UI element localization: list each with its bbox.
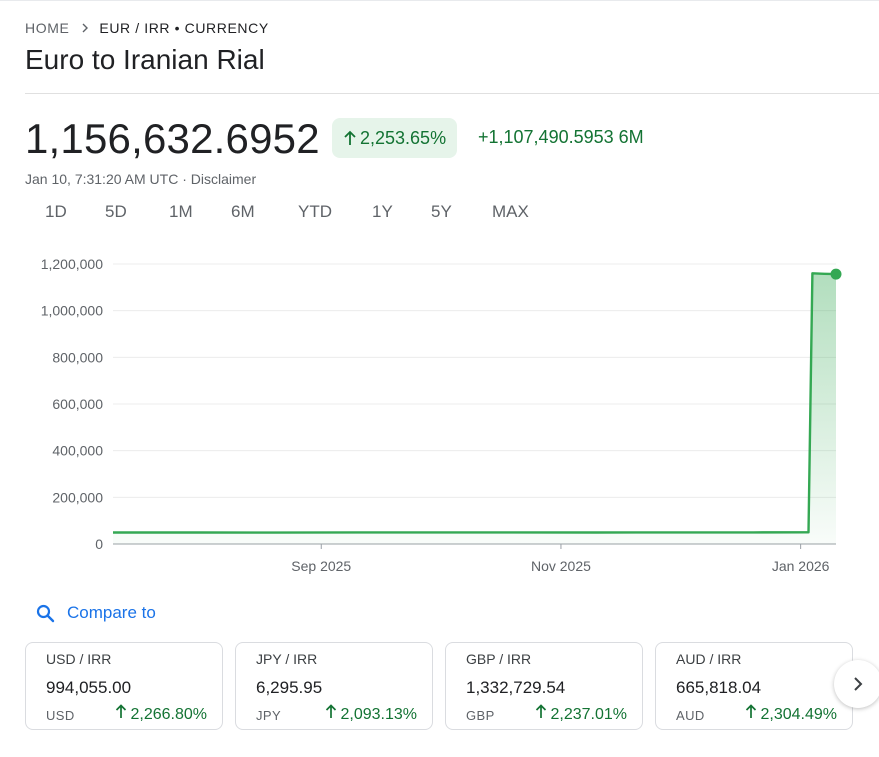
tab-6m[interactable]: 6M [231, 202, 255, 221]
breadcrumb: HOME EUR / IRR • CURRENCY [25, 20, 269, 36]
card-base: JPY [256, 708, 282, 723]
absolute-change: +1,107,490.5953 6M [478, 127, 644, 147]
tab-1m[interactable]: 1M [169, 202, 193, 221]
breadcrumb-home-link[interactable]: HOME [25, 20, 70, 36]
tab-5d[interactable]: 5D [105, 202, 127, 221]
tab-ytd[interactable]: YTD [298, 202, 332, 221]
arrow-up-icon [116, 704, 127, 718]
y-tick-label: 400,000 [52, 443, 103, 459]
top-divider [0, 0, 879, 1]
breadcrumb-current: EUR / IRR • CURRENCY [99, 20, 269, 36]
y-tick-label: 1,200,000 [41, 256, 103, 272]
tab-1d[interactable]: 1D [45, 202, 67, 221]
arrow-up-icon [746, 704, 757, 718]
price-line [113, 272, 837, 534]
disclaimer-link[interactable]: Disclaimer [190, 171, 257, 187]
card-change: 2,266.80% [115, 704, 207, 724]
card-base: AUD [676, 708, 705, 723]
x-tick-label: Jan 2026 [772, 558, 830, 574]
chevron-right-icon [82, 23, 89, 33]
card-base: GBP [466, 708, 495, 723]
card-change-value: 2,237.01% [550, 706, 627, 723]
y-tick-label: 600,000 [52, 396, 103, 412]
y-tick-label: 0 [95, 536, 103, 552]
x-tick-label: Nov 2025 [531, 558, 591, 574]
y-tick-label: 1,000,000 [41, 303, 103, 319]
tab-5y[interactable]: 5Y [431, 202, 452, 221]
price-area [113, 273, 836, 544]
y-tick-label: 800,000 [52, 349, 103, 365]
timestamp: Jan 10, 7:31:20 AM UTC [25, 171, 179, 187]
card-pair: AUD / IRR [676, 651, 742, 667]
chevron-right-icon [854, 677, 863, 691]
card-change-value: 2,304.49% [760, 706, 837, 723]
card-value: 665,818.04 [676, 678, 762, 697]
card-pair: USD / IRR [46, 651, 112, 667]
tab-1y[interactable]: 1Y [372, 202, 393, 221]
x-tick-label: Sep 2025 [291, 558, 351, 574]
next-cards-button[interactable] [834, 660, 879, 708]
timestamp-separator: · [178, 171, 191, 187]
y-tick-label: 200,000 [52, 489, 103, 505]
search-icon [36, 604, 55, 622]
last-price-point [830, 268, 842, 280]
related-card-aud-irr[interactable]: AUD / IRR 665,818.04 AUD 2,304.49% [655, 642, 853, 730]
card-change: 2,093.13% [325, 704, 417, 724]
card-change: 2,237.01% [535, 704, 627, 724]
page-title: Euro to Iranian Rial [25, 44, 265, 75]
percent-change-value: 2,253.65% [360, 127, 447, 148]
card-change-value: 2,093.13% [340, 706, 417, 723]
tab-max[interactable]: MAX [492, 202, 529, 221]
compare-to-button[interactable]: Compare to [36, 603, 156, 623]
card-change-value: 2,266.80% [130, 706, 207, 723]
current-price: 1,156,632.6952 [25, 115, 320, 162]
timestamp-line: Jan 10, 7:31:20 AM UTC · Disclaimer [25, 171, 256, 187]
card-pair: GBP / IRR [466, 651, 532, 667]
related-card-usd-irr[interactable]: USD / IRR 994,055.00 USD 2,266.80% [25, 642, 223, 730]
header-divider [25, 93, 879, 94]
arrow-up-icon [326, 704, 337, 718]
card-value: 1,332,729.54 [466, 678, 566, 697]
arrow-up-icon [344, 130, 356, 145]
arrow-up-icon [536, 704, 547, 718]
compare-to-label: Compare to [67, 603, 156, 622]
card-pair: JPY / IRR [256, 651, 318, 667]
card-value: 994,055.00 [46, 678, 132, 697]
card-change: 2,304.49% [745, 704, 837, 724]
related-card-gbp-irr[interactable]: GBP / IRR 1,332,729.54 GBP 2,237.01% [445, 642, 643, 730]
card-base: USD [46, 708, 75, 723]
price-chart[interactable]: 0 200,000 400,000 600,000 800,000 1,000,000 1,… [0, 245, 879, 585]
related-card-jpy-irr[interactable]: JPY / IRR 6,295.95 JPY 2,093.13% [235, 642, 433, 730]
card-value: 6,295.95 [256, 678, 323, 697]
percent-change-badge: 2,253.65% [332, 118, 458, 158]
